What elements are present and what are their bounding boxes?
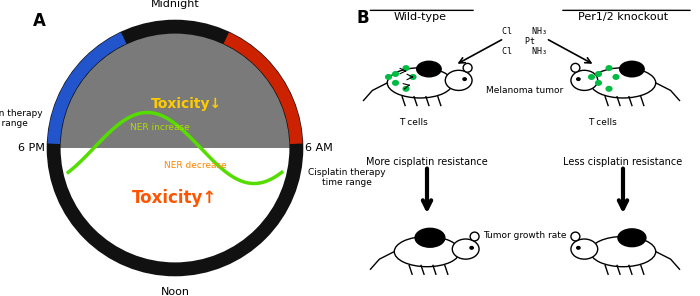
Ellipse shape xyxy=(618,229,646,247)
Wedge shape xyxy=(54,148,296,269)
Text: T cells: T cells xyxy=(587,118,617,127)
Text: A: A xyxy=(33,12,46,30)
Text: Cisplatin therapy
time range: Cisplatin therapy time range xyxy=(0,109,42,128)
Text: Less cisplatin resistance: Less cisplatin resistance xyxy=(564,157,682,167)
Ellipse shape xyxy=(463,63,472,72)
Text: T cells: T cells xyxy=(398,118,428,127)
Ellipse shape xyxy=(590,237,656,267)
Ellipse shape xyxy=(571,63,580,72)
Text: Wild-type: Wild-type xyxy=(393,12,447,22)
Ellipse shape xyxy=(387,68,453,98)
Ellipse shape xyxy=(620,61,644,77)
Text: Tumor growth rate: Tumor growth rate xyxy=(483,231,567,240)
Circle shape xyxy=(576,77,581,81)
Text: Noon: Noon xyxy=(160,287,190,296)
Circle shape xyxy=(392,80,399,86)
Circle shape xyxy=(576,246,581,250)
Text: 6 AM: 6 AM xyxy=(305,143,333,153)
Text: NER decrease: NER decrease xyxy=(164,161,227,170)
Circle shape xyxy=(595,71,602,77)
Ellipse shape xyxy=(445,70,472,91)
Ellipse shape xyxy=(415,228,445,247)
Text: Toxicity↑: Toxicity↑ xyxy=(132,189,218,207)
Circle shape xyxy=(606,65,612,71)
Text: Cisplatin therapy
time range: Cisplatin therapy time range xyxy=(308,168,386,187)
Text: More cisplatin resistance: More cisplatin resistance xyxy=(366,157,488,167)
Text: Melanoma tumor: Melanoma tumor xyxy=(486,86,564,95)
Circle shape xyxy=(612,74,620,80)
Circle shape xyxy=(469,246,474,250)
Circle shape xyxy=(462,77,467,81)
Ellipse shape xyxy=(452,239,479,259)
Text: 6 PM: 6 PM xyxy=(18,143,45,153)
Circle shape xyxy=(410,74,416,80)
Ellipse shape xyxy=(571,232,580,241)
Wedge shape xyxy=(54,27,296,148)
Text: NER increase: NER increase xyxy=(130,123,190,132)
Text: Toxicity↓: Toxicity↓ xyxy=(151,96,223,111)
Circle shape xyxy=(595,80,602,86)
Ellipse shape xyxy=(394,237,460,267)
Text: Midnight: Midnight xyxy=(150,0,200,9)
Text: B: B xyxy=(357,9,370,27)
Ellipse shape xyxy=(571,70,598,91)
Ellipse shape xyxy=(470,232,479,241)
Circle shape xyxy=(385,74,392,80)
Circle shape xyxy=(392,71,399,77)
Ellipse shape xyxy=(571,239,598,259)
Ellipse shape xyxy=(416,61,441,77)
Circle shape xyxy=(588,74,595,80)
Circle shape xyxy=(402,65,409,71)
Circle shape xyxy=(402,86,409,92)
Text: Cl    NH₃
  Pt
Cl    NH₃: Cl NH₃ Pt Cl NH₃ xyxy=(503,27,547,57)
Circle shape xyxy=(606,86,612,92)
Ellipse shape xyxy=(590,68,656,98)
Text: Per1/2 knockout: Per1/2 knockout xyxy=(578,12,668,22)
